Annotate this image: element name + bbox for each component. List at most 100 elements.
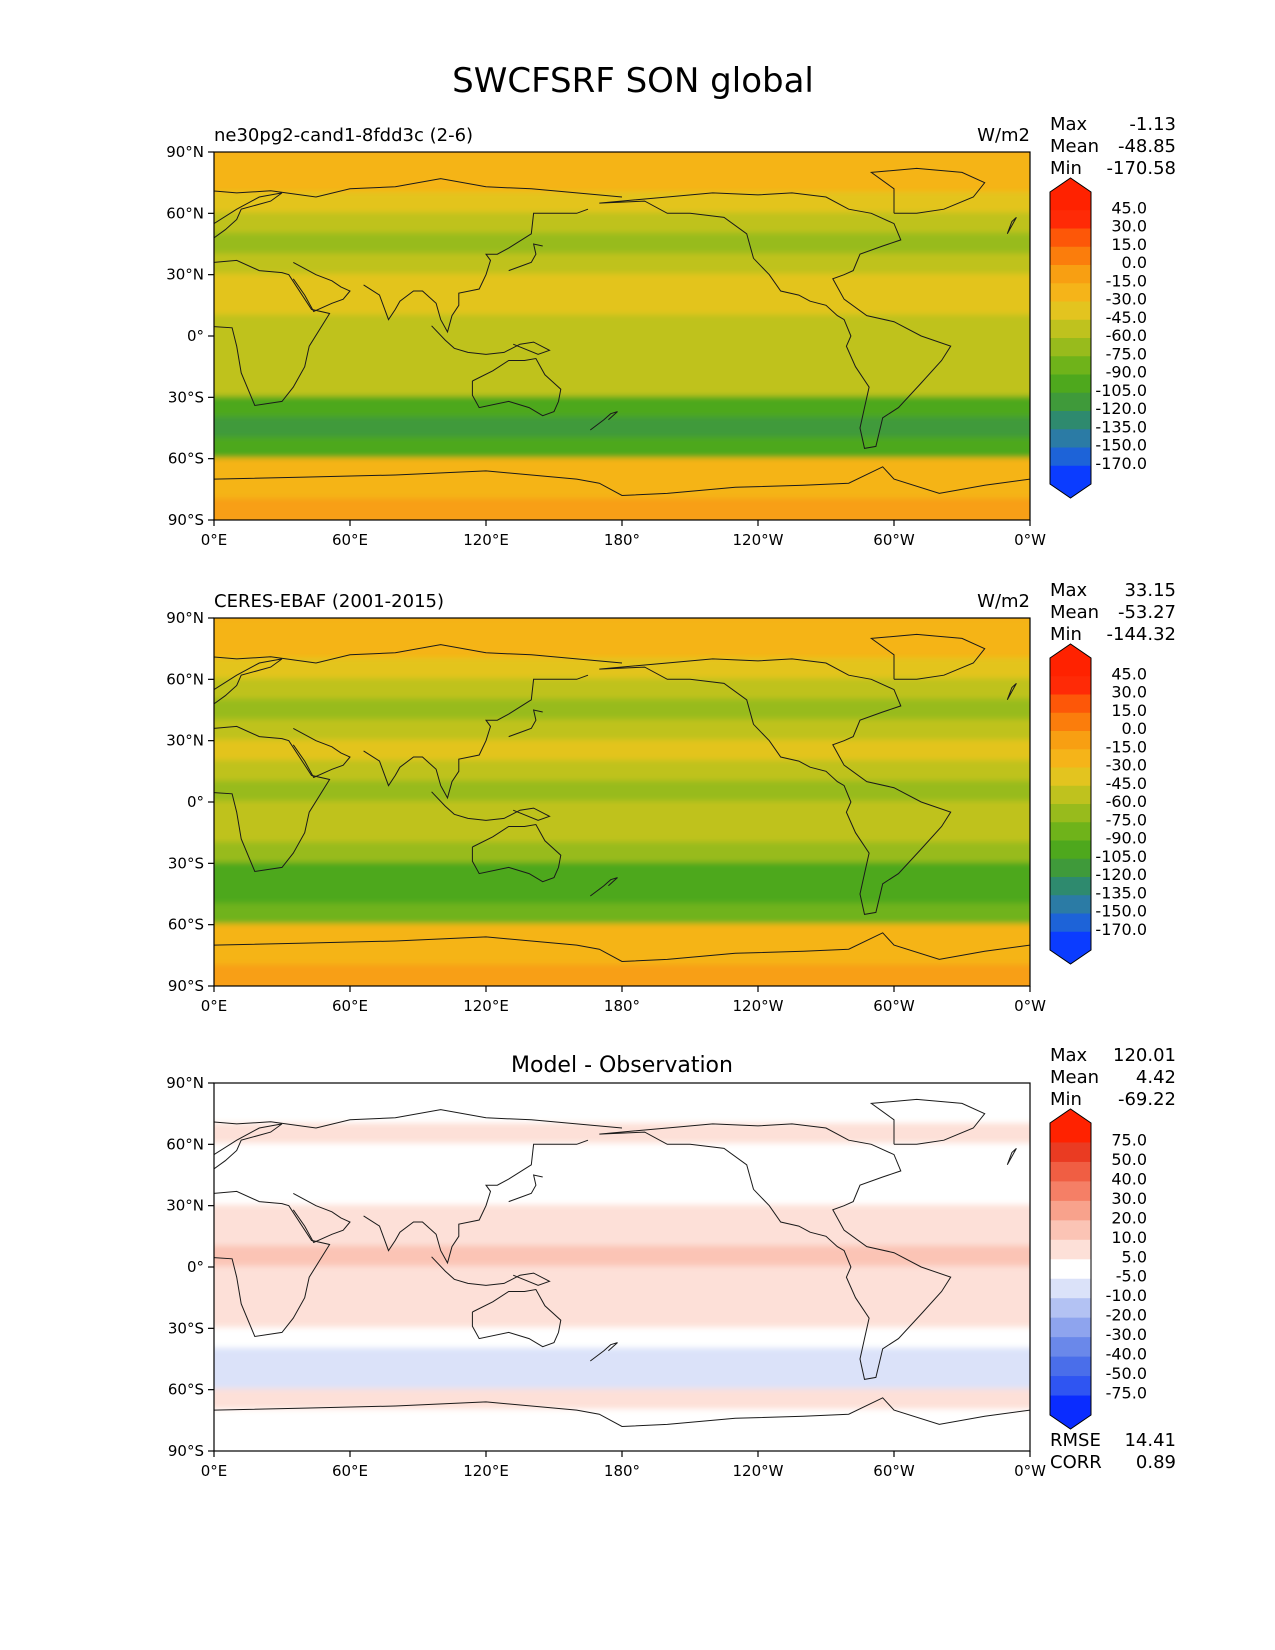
lat-tick-label: 60°N: [166, 1135, 204, 1153]
lon-tick-label: 60°E: [332, 1462, 368, 1480]
colorbar-outline: [1049, 177, 1092, 499]
map-area: [214, 618, 1030, 986]
colorbar-segment: [1050, 392, 1091, 412]
colorbar: 45.030.015.00.0-15.0-30.0-45.0-60.0-75.0…: [1049, 177, 1147, 499]
colorbar-segment: [1050, 895, 1091, 915]
zonal-band: [214, 396, 1030, 419]
lat-tick-label: 90°S: [168, 1442, 204, 1460]
zonal-band: [214, 1388, 1030, 1412]
colorbar-tick-label: 75.0: [1111, 1130, 1147, 1149]
stat-min-label: Min: [1050, 624, 1082, 645]
stat-max-label: Max: [1050, 114, 1088, 135]
colorbar-segment: [1050, 374, 1091, 394]
zonal-band: [214, 478, 1030, 501]
colorbar-tick-label: -15.0: [1106, 271, 1147, 290]
colorbar-segment: [1050, 694, 1091, 714]
rmse-label: RMSE: [1050, 1430, 1101, 1451]
colorbar-segment: [1050, 1337, 1091, 1358]
coastline: [590, 877, 618, 897]
lat-tick-label: 30°N: [166, 266, 204, 284]
colorbar-segment: [1050, 1181, 1091, 1202]
zonal-band: [214, 903, 1030, 926]
zonal-band: [214, 1122, 1030, 1146]
coastline: [431, 1256, 551, 1286]
zonal-band: [214, 1184, 1030, 1207]
lon-axis: 0°E 60°E 120°E 180° 120°W 60°W 0°W: [201, 1451, 1046, 1480]
zonal-band: [214, 862, 1030, 885]
zonal-band: [214, 335, 1030, 358]
zonal-band: [214, 1347, 1030, 1371]
coastline: [214, 1190, 331, 1338]
lat-tick-label: 30°S: [168, 854, 204, 872]
stat-mean-value: -53.27: [1118, 602, 1176, 623]
colorbar-outline: [1049, 1108, 1092, 1430]
zonal-band: [214, 416, 1030, 440]
colorbar: 45.030.015.00.0-15.0-30.0-45.0-60.0-75.0…: [1049, 643, 1147, 965]
figure-title: SWCFSRF SON global: [452, 61, 814, 101]
colorbar-segment: [1050, 265, 1091, 284]
coastline: [869, 1098, 986, 1145]
coastline: [214, 1397, 1030, 1428]
colorbar-tick-label: 30.0: [1111, 217, 1147, 236]
stat-min-value: -69.22: [1118, 1089, 1176, 1110]
panel-left-title: CERES-EBAF (2001-2015): [214, 591, 444, 612]
colorbar-segment: [1050, 877, 1091, 896]
colorbar-segment: [1050, 411, 1091, 430]
zonal-band: [214, 923, 1030, 947]
colorbar-extend-min: [1050, 950, 1091, 964]
colorbar-segment: [1050, 767, 1091, 787]
coastline: [292, 261, 351, 313]
lon-tick-label: 120°E: [463, 997, 509, 1015]
lon-tick-label: 0°W: [1014, 1462, 1046, 1480]
stat-mean-label: Mean: [1050, 136, 1099, 157]
zonal-band: [214, 457, 1030, 481]
zonal-band: [214, 294, 1030, 317]
zonal-band: [214, 678, 1030, 701]
panel-observation: CERES-EBAF (2001-2015) W/m2 90°N 60°N 30°N…: [166, 580, 1176, 1015]
lon-tick-label: 120°W: [733, 531, 784, 549]
colorbar-tick-label: -45.0: [1106, 774, 1147, 793]
zonal-band: [214, 375, 1030, 399]
colorbar-segment: [1050, 749, 1091, 769]
lat-axis: 90°N 60°N 30°N 0° 30°S 60°S 90°S: [166, 609, 214, 995]
lon-tick-label: 60°W: [873, 531, 915, 549]
lon-tick-label: 0°W: [1014, 997, 1046, 1015]
panel-model: ne30pg2-cand1-8fdd3c (2-6) W/m2 90°N 60°N…: [166, 114, 1176, 549]
colorbar-segment: [1050, 1161, 1091, 1182]
coastline: [471, 823, 562, 883]
colorbar-segment: [1050, 676, 1091, 696]
stat-max-value: 120.01: [1113, 1045, 1176, 1066]
coastline: [363, 674, 589, 800]
coastline: [214, 932, 1030, 963]
stat-mean-value: -48.85: [1118, 136, 1176, 157]
field-bands: [214, 152, 1030, 520]
lon-tick-label: 120°W: [733, 997, 784, 1015]
coastline: [214, 466, 1030, 497]
colorbar-tick-label: 15.0: [1111, 235, 1147, 254]
lat-tick-label: 60°S: [168, 916, 204, 934]
colorbar-tick-label: -105.0: [1095, 381, 1147, 400]
panel-difference: Model - Observation 90°N 60°N 30°N 0° 30°S 60…: [166, 1045, 1176, 1480]
zonal-band: [214, 1327, 1030, 1350]
coastline: [292, 727, 351, 779]
zonal-band: [214, 1143, 1030, 1166]
stat-min-value: -144.32: [1107, 624, 1176, 645]
corr-value: 0.89: [1136, 1452, 1176, 1473]
lat-axis: 90°N 60°N 30°N 0° 30°S 60°S 90°S: [166, 143, 214, 529]
coastlines: [214, 1098, 1030, 1428]
zonal-band: [214, 1225, 1030, 1248]
zonal-band: [214, 637, 1030, 660]
coastline: [363, 208, 589, 334]
coastline: [869, 167, 986, 214]
zonal-band: [214, 232, 1030, 256]
colorbar-segment: [1050, 246, 1091, 266]
lat-tick-label: 60°N: [166, 204, 204, 222]
lon-axis: 0°E 60°E 120°E 180° 120°W 60°W 0°W: [201, 986, 1046, 1015]
zonal-band: [214, 1286, 1030, 1309]
colorbar-tick-label: 30.0: [1111, 1189, 1147, 1208]
colorbar-segment: [1050, 1278, 1091, 1299]
colorbar-segment: [1050, 931, 1091, 951]
coastline: [471, 357, 562, 417]
panel-left-title: ne30pg2-cand1-8fdd3c (2-6): [214, 125, 473, 146]
